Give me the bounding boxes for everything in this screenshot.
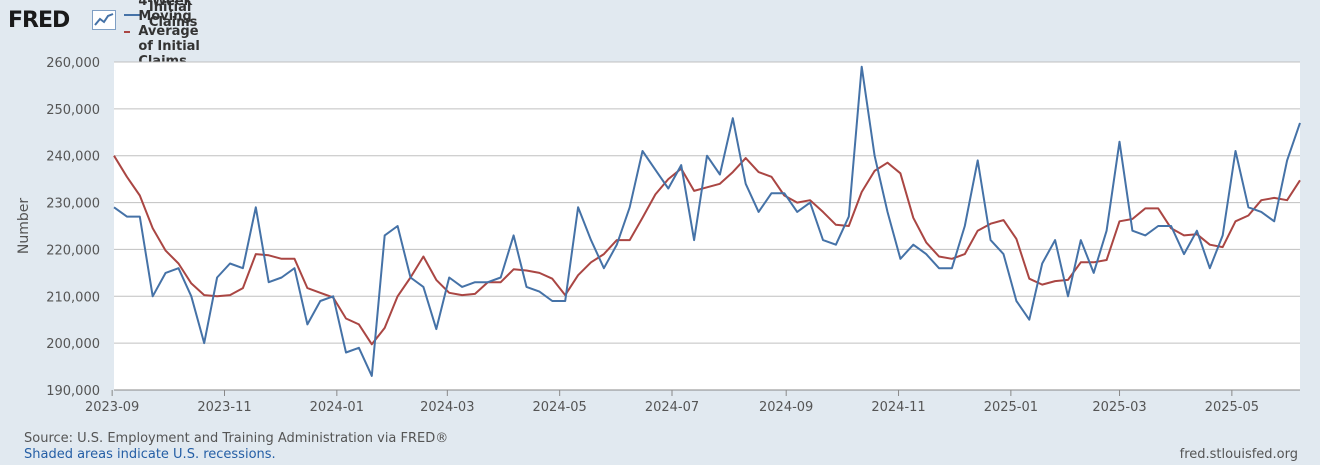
y-axis-label: Number <box>16 198 32 254</box>
line-chart-icon <box>92 10 116 30</box>
y-tick-label: 190,000 <box>46 384 100 399</box>
line-chart[interactable]: 190,000 200,000 210,000 220,000 230,000 240,0… <box>0 0 1320 430</box>
y-tick-label: 240,000 <box>46 150 100 165</box>
plot-area <box>114 62 1300 390</box>
legend-swatch <box>124 30 131 33</box>
series-line-moving-average <box>113 155 1301 346</box>
y-tick-label: 220,000 <box>46 243 100 258</box>
x-tick-label: 2024-03 <box>420 400 474 415</box>
x-tick-label: 2025-03 <box>1092 400 1146 415</box>
y-tick-label: 210,000 <box>46 290 100 305</box>
x-tick-label: 2024-07 <box>645 400 699 415</box>
x-tick-label: 2024-01 <box>310 400 364 415</box>
series-line-initial-claims <box>113 65 1301 377</box>
y-tick-label: 230,000 <box>46 197 100 212</box>
x-tick-label: 2024-09 <box>759 400 813 415</box>
site-link[interactable]: fred.stlouisfed.org <box>1179 447 1298 462</box>
legend-swatch <box>124 13 141 16</box>
legend-item-initial-claims[interactable]: Initial Claims <box>124 0 216 30</box>
x-tick-label: 2024-11 <box>871 400 925 415</box>
y-tick-label: 200,000 <box>46 337 100 352</box>
x-tick-label: 2025-05 <box>1205 400 1259 415</box>
x-tick-label: 2024-05 <box>533 400 587 415</box>
source-note: Source: U.S. Employment and Training Adm… <box>24 431 449 446</box>
x-tick-label: 2025-01 <box>984 400 1038 415</box>
y-tick-label: 250,000 <box>46 103 100 118</box>
x-tick-label: 2023-09 <box>85 400 139 415</box>
x-tick-label: 2023-11 <box>197 400 251 415</box>
y-tick-label: 260,000 <box>46 56 100 71</box>
recession-note: Shaded areas indicate U.S. recessions. <box>24 447 276 462</box>
fred-logo[interactable]: FRED <box>8 8 70 33</box>
legend-label: Initial Claims <box>148 0 198 30</box>
